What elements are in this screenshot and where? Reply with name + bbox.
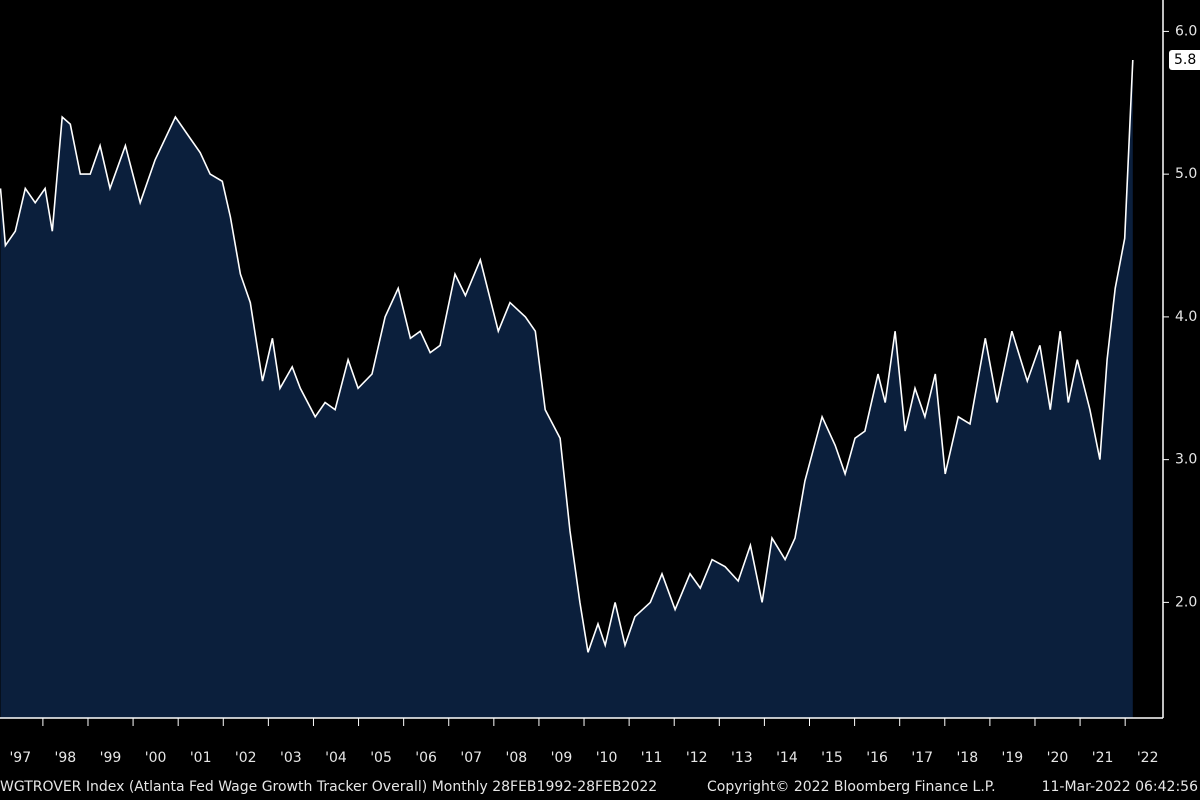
x-tick-label: '03	[280, 750, 302, 766]
x-tick-label: '06	[415, 750, 437, 766]
x-tick-label: '97	[9, 750, 31, 766]
last-value-label: 5.8	[1174, 52, 1196, 68]
y-tick-label: 4.0	[1175, 309, 1197, 325]
footer-right: 11-Mar-2022 06:42:56	[1042, 779, 1198, 795]
y-tick-label: 3.0	[1175, 452, 1197, 468]
x-tick-label: '19	[1002, 750, 1024, 766]
plot-layer	[0, 59, 1134, 718]
y-tick-label: 5.0	[1175, 166, 1197, 182]
x-tick-label: '17	[911, 750, 933, 766]
x-tick-label: '15	[821, 750, 843, 766]
x-tick-label: '02	[235, 750, 257, 766]
x-tick-label: '18	[956, 750, 978, 766]
area	[0, 60, 1133, 718]
x-tick-label: '09	[551, 750, 573, 766]
x-tick-label: '13	[731, 750, 753, 766]
x-tick-label: '99	[100, 750, 122, 766]
x-tick-label: '14	[776, 750, 798, 766]
line	[0, 59, 1134, 653]
x-tick-label: '01	[190, 750, 212, 766]
x-tick-label: '20	[1047, 750, 1069, 766]
y-tick-label: 2.0	[1175, 594, 1197, 610]
y-tick-label: 6.0	[1175, 23, 1197, 39]
footer-left: WGTROVER Index (Atlanta Fed Wage Growth …	[0, 779, 657, 795]
x-tick-label: '98	[55, 750, 77, 766]
x-tick-label: '10	[596, 750, 618, 766]
x-tick-label: '21	[1092, 750, 1114, 766]
x-tick-label: '04	[325, 750, 347, 766]
x-tick-label: '12	[686, 750, 708, 766]
x-tick-label: '05	[370, 750, 392, 766]
footer-center: Copyright© 2022 Bloomberg Finance L.P.	[707, 779, 996, 795]
x-tick-label: '22	[1137, 750, 1159, 766]
x-tick-label: '11	[641, 750, 663, 766]
x-tick-label: '07	[460, 750, 482, 766]
last-value-box	[1169, 49, 1200, 70]
x-tick-label: '16	[866, 750, 888, 766]
x-tick-label: '08	[506, 750, 528, 766]
x-tick-label: '00	[145, 750, 167, 766]
